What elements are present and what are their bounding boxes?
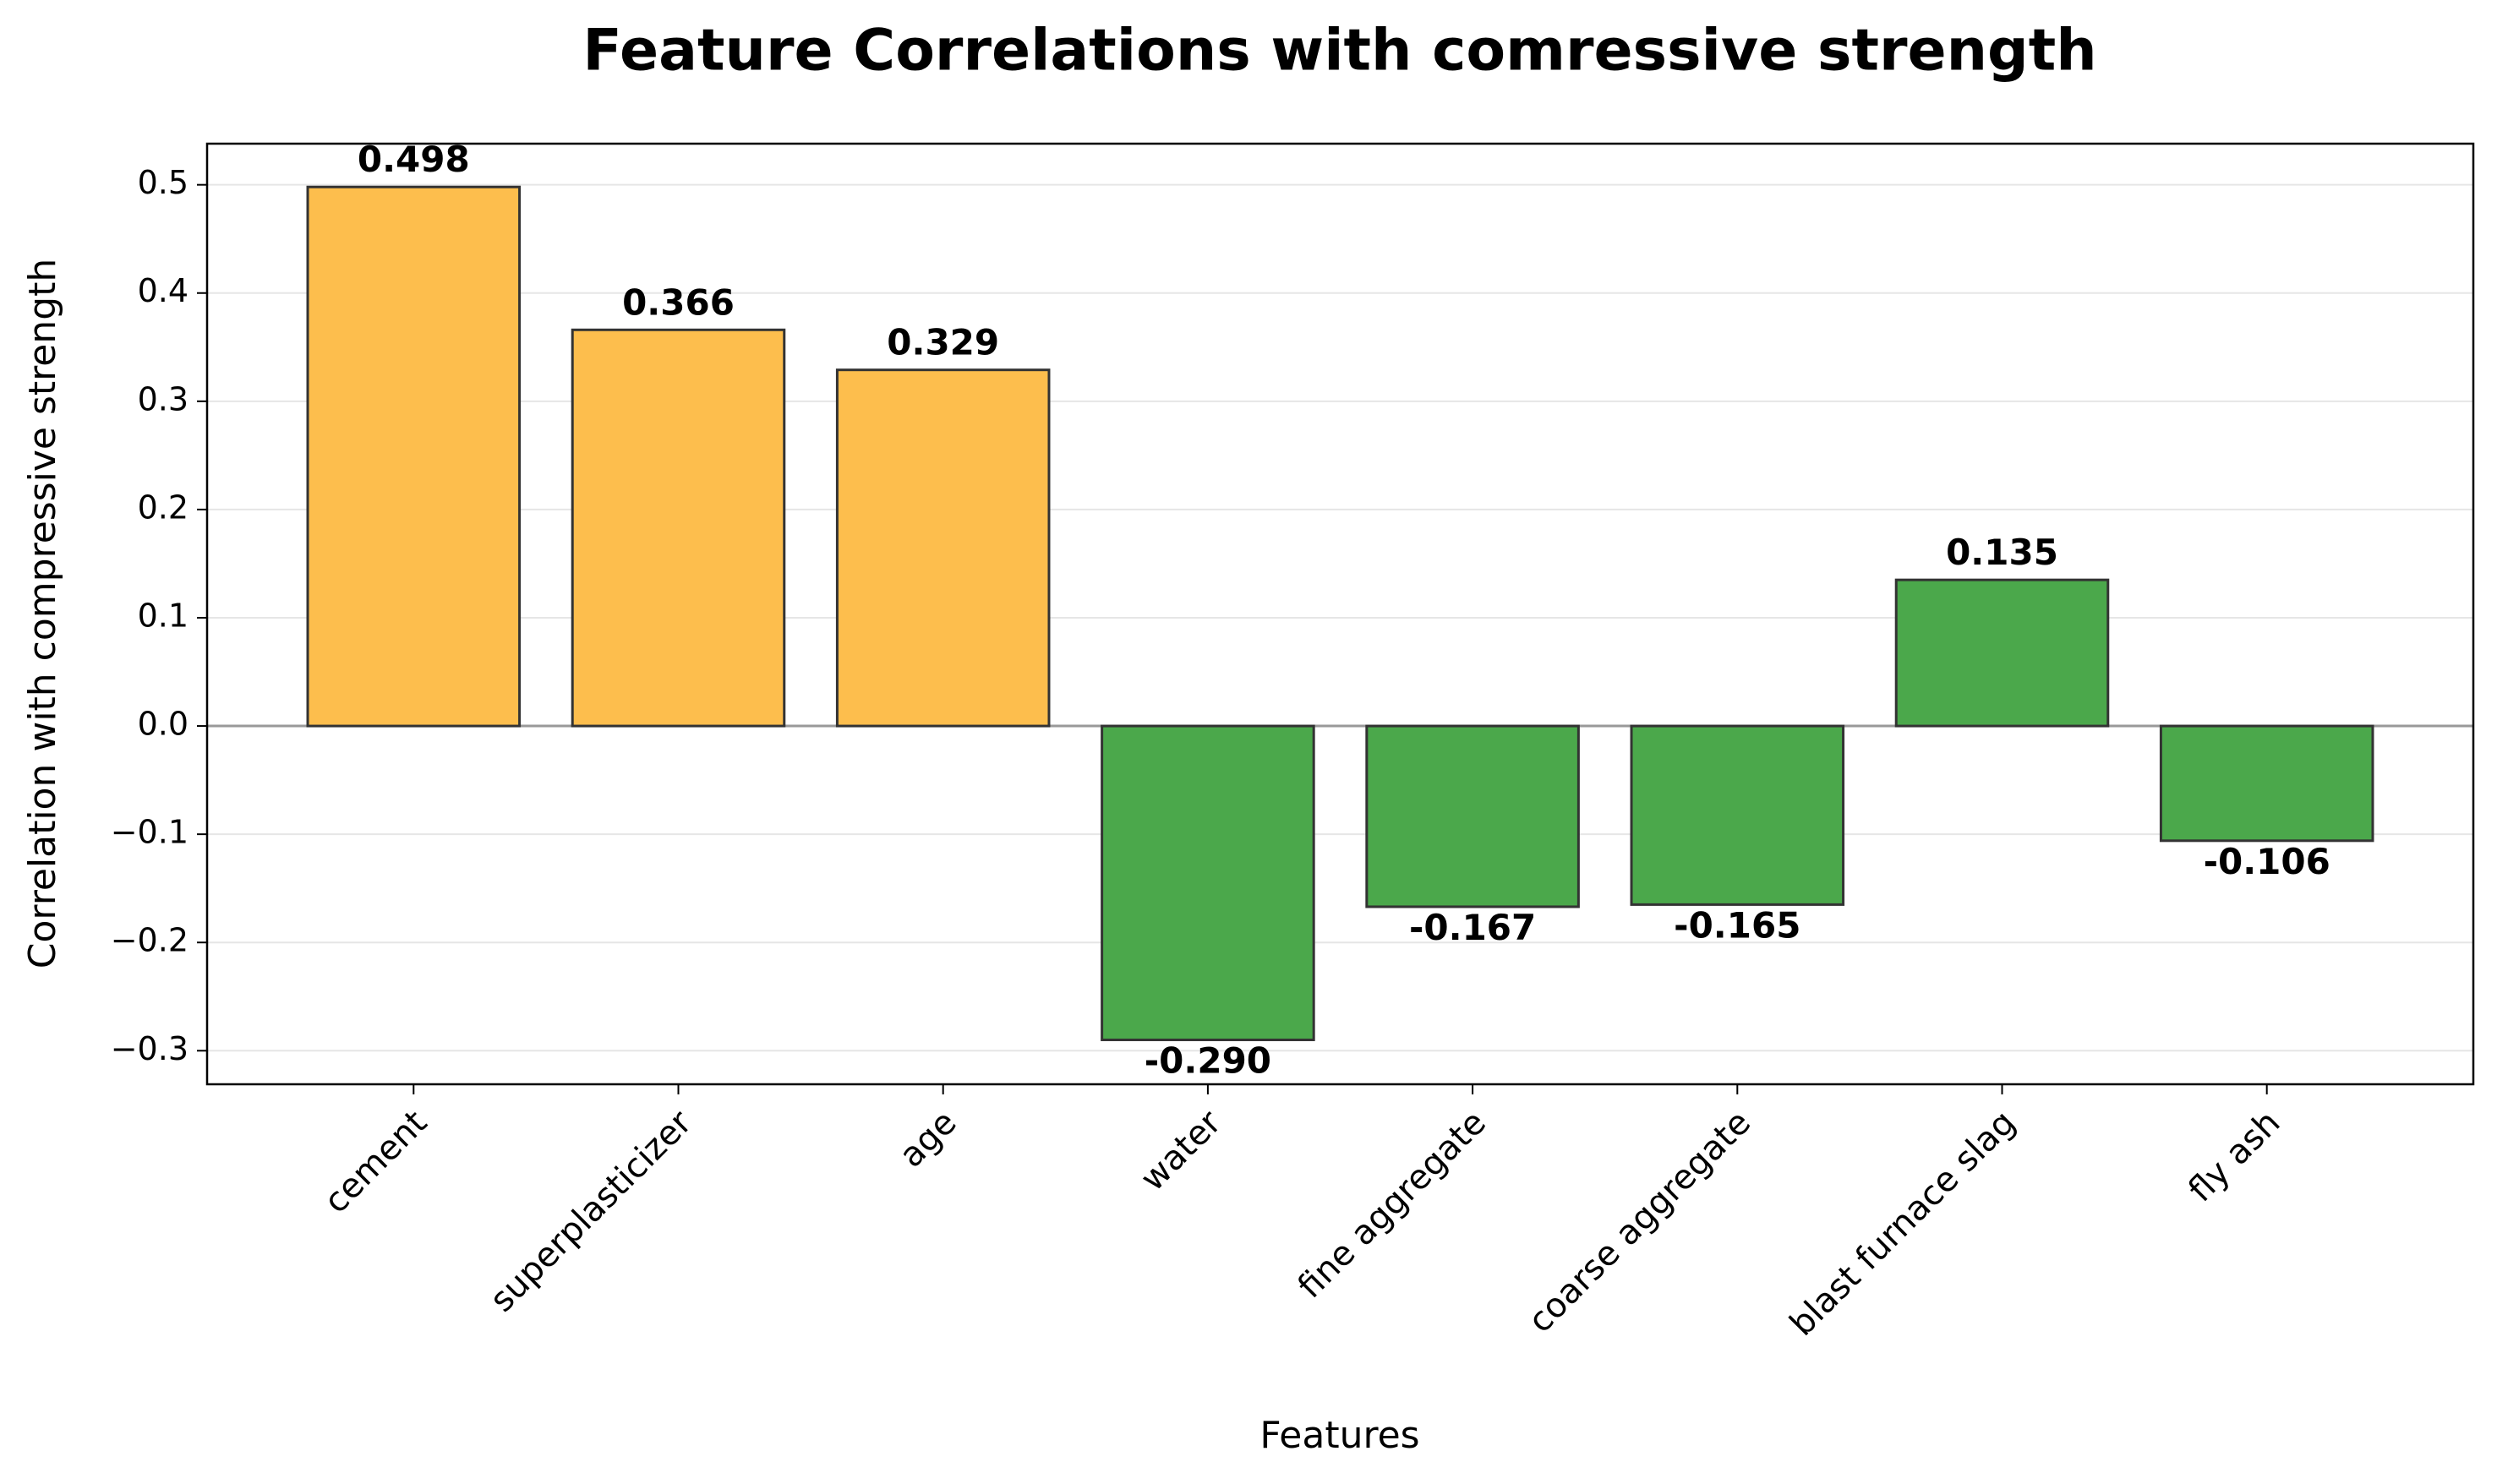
y-tick-label: −0.3 [111, 1030, 189, 1067]
bar [1894, 578, 2110, 728]
value-label: -0.290 [1145, 1040, 1271, 1082]
y-tick-label: 0.4 [138, 272, 189, 309]
y-tick-label: −0.1 [111, 814, 189, 851]
value-label: 0.329 [887, 322, 999, 363]
value-label: 0.366 [622, 281, 735, 323]
value-label: 0.498 [358, 139, 470, 180]
x-tick-label: water [1134, 1103, 1230, 1199]
y-tick-label: −0.2 [111, 922, 189, 959]
x-axis-label: Features [1259, 1414, 1419, 1457]
bar [571, 328, 786, 728]
x-tick-label: coarse aggregate [1521, 1103, 1758, 1340]
bar [1101, 724, 1315, 1041]
chart-title: Feature Correlations with comressive str… [582, 18, 2096, 85]
plot-frame [205, 142, 2475, 1086]
y-tick-label: 0.3 [138, 380, 189, 417]
bar [306, 185, 522, 728]
bar [835, 368, 1051, 728]
value-label: -0.165 [1674, 905, 1800, 947]
value-label: 0.135 [1946, 532, 2058, 573]
y-tick-label: 0.2 [138, 488, 189, 526]
x-tick-label: fine aggregate [1291, 1103, 1494, 1306]
value-label: -0.106 [2204, 841, 2330, 882]
y-tick-label: 0.1 [138, 597, 189, 634]
y-tick-label: 0.5 [138, 164, 189, 201]
bar [1630, 724, 1845, 906]
y-tick-label: 0.0 [138, 706, 189, 743]
value-label: -0.167 [1409, 907, 1536, 948]
bar [1365, 724, 1580, 908]
x-tick-label: cement [317, 1103, 434, 1220]
y-axis-label: Correlation with compressive strength [21, 259, 64, 969]
x-tick-label: blast furnace slag [1783, 1103, 2024, 1344]
bar [2159, 724, 2374, 843]
x-tick-label: fly ash [2181, 1103, 2287, 1209]
x-tick-label: superplasticizer [483, 1103, 700, 1320]
x-tick-label: age [892, 1103, 964, 1175]
